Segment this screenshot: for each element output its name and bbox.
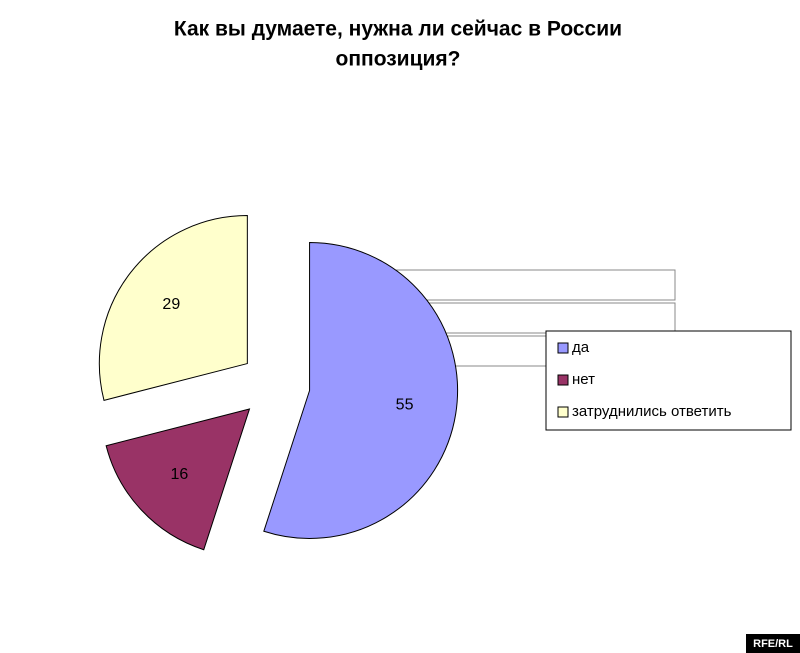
pie-slice xyxy=(263,241,459,539)
legend-label: нет xyxy=(572,371,595,388)
legend-swatch xyxy=(557,406,569,418)
legend-box xyxy=(545,330,792,431)
watermark: RFE/RL xyxy=(753,638,793,650)
data-label: 55 xyxy=(396,397,414,414)
legend-label: затруднились ответить xyxy=(572,403,732,420)
data-label: 29 xyxy=(162,296,180,313)
data-label: 16 xyxy=(170,466,188,483)
pie-slice xyxy=(105,408,251,551)
legend-swatch xyxy=(557,374,569,386)
legend-label: да xyxy=(572,339,590,356)
chart-title: Как вы думаете, нужна ли сейчас в России xyxy=(174,18,622,41)
chart-title: оппозиция? xyxy=(336,48,461,71)
legend-swatch xyxy=(557,342,569,354)
watermark-box xyxy=(746,634,800,653)
pie-slice xyxy=(98,215,248,401)
